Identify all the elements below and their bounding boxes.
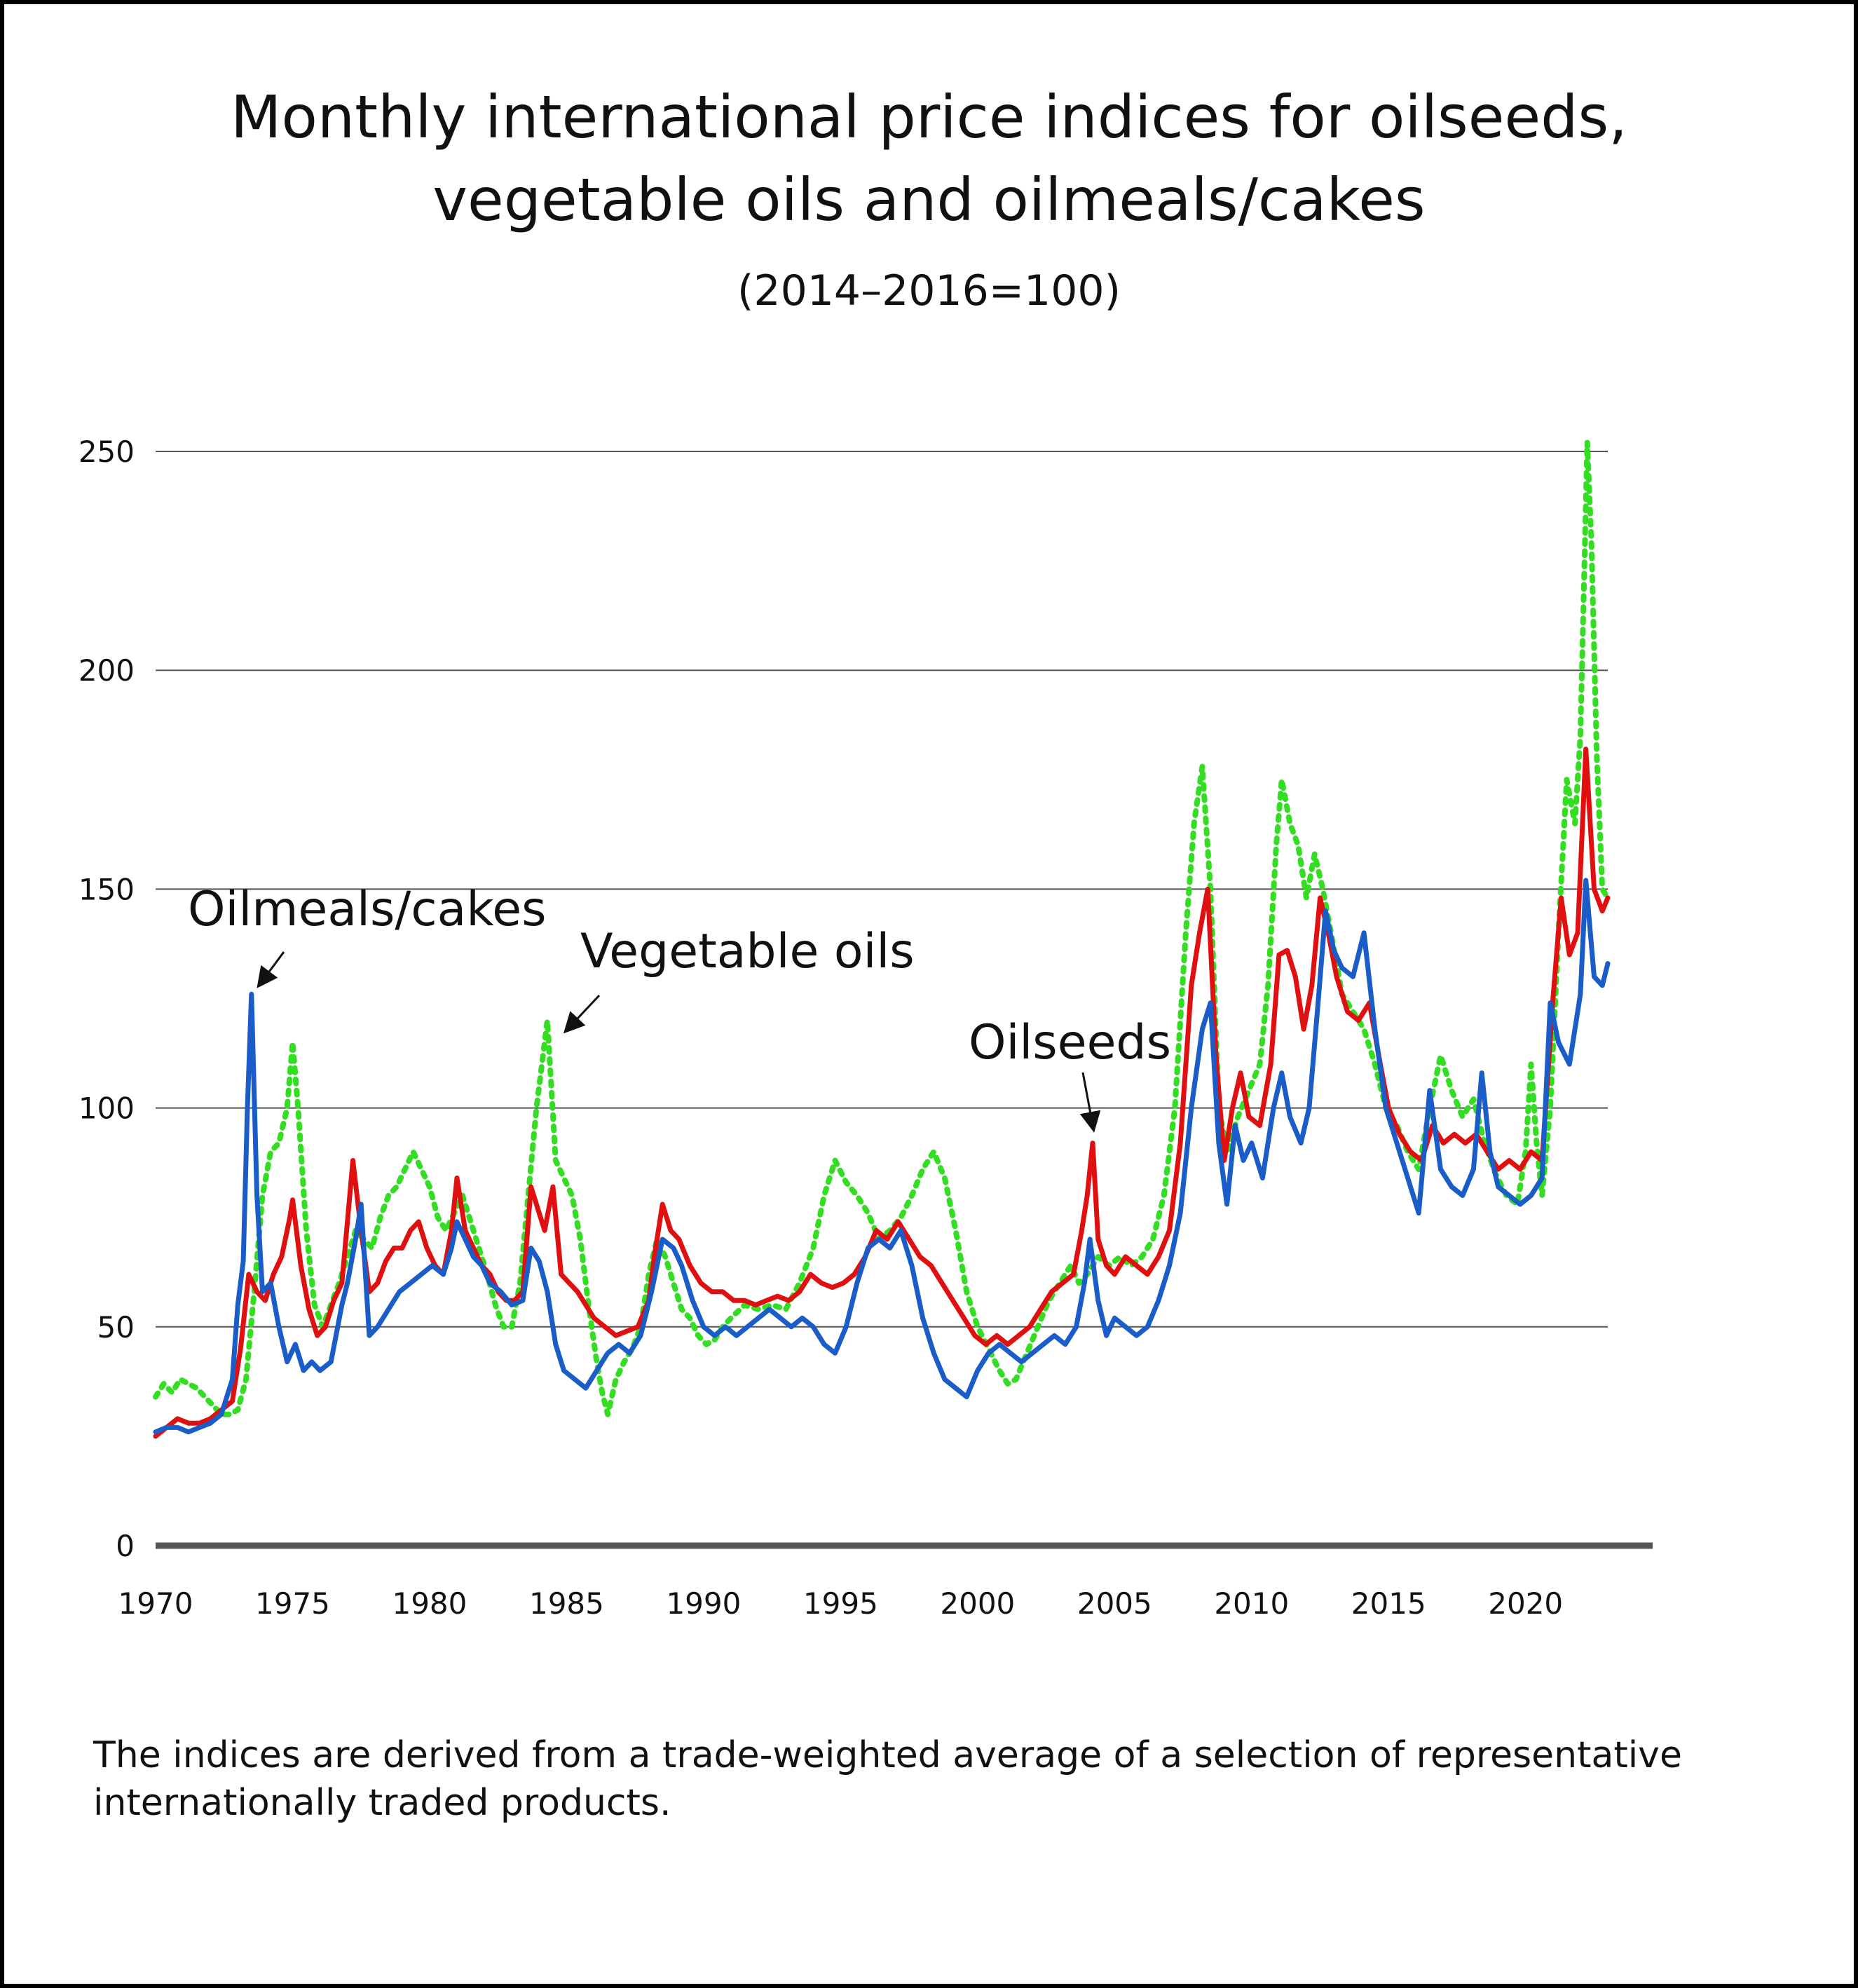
x-tick-label: 2000 [940, 1586, 1015, 1621]
x-tick-label: 1980 [392, 1586, 467, 1621]
y-tick-label: 50 [97, 1310, 135, 1344]
x-tick-label: 1985 [529, 1586, 604, 1621]
chart-title-line-2: vegetable oils and oilmeals/cakes [432, 165, 1426, 234]
x-tick-label: 1990 [666, 1586, 741, 1621]
x-tick-label: 1970 [118, 1586, 193, 1621]
series-line-1 [153, 747, 1611, 1439]
footnote-line-1: The indices are derived from a trade-wei… [93, 1734, 1682, 1776]
annotation-arrow [563, 994, 601, 1034]
series-lines [153, 440, 1611, 1439]
chart-subtitle: (2014–2016=100) [737, 266, 1121, 315]
y-tick-label: 250 [78, 435, 135, 469]
x-tick-label: 2015 [1351, 1586, 1426, 1621]
grid-lines [156, 451, 1653, 1549]
y-axis-tick-labels: 0 50 100 150 200 250 [78, 435, 135, 1563]
x-tick-label: 2010 [1214, 1586, 1289, 1621]
chart-svg: 0 50 100 150 200 250 1970 1975 1980 1985 1990 1995… [78, 435, 1653, 1621]
annotation-label: Oilmeals/cakes [188, 882, 547, 937]
x-tick-label: 2005 [1077, 1586, 1152, 1621]
footnote-line-2: internationally traded products. [93, 1782, 671, 1824]
chart-title-line-1: Monthly international price indices for … [231, 83, 1627, 151]
x-tick-label: 2020 [1488, 1586, 1563, 1621]
y-tick-label: 0 [116, 1529, 135, 1563]
y-tick-label: 150 [78, 872, 135, 906]
annotations: Oilmeals/cakes Vegetable oils Oilseeds [188, 882, 1171, 1133]
x-tick-label: 1995 [803, 1586, 878, 1621]
annotation-arrow [1079, 1072, 1101, 1133]
x-axis-tick-labels: 1970 1975 1980 1985 1990 1995 2000 2005 2010 2015… [118, 1586, 1564, 1621]
series-line-2 [153, 878, 1611, 1435]
y-tick-label: 100 [78, 1091, 135, 1126]
y-tick-label: 200 [78, 653, 135, 688]
annotation-label: Vegetable oils [580, 924, 915, 979]
annotation-label: Oilseeds [969, 1015, 1171, 1070]
annotation-arrow [257, 951, 285, 988]
x-tick-label: 1975 [255, 1586, 330, 1621]
